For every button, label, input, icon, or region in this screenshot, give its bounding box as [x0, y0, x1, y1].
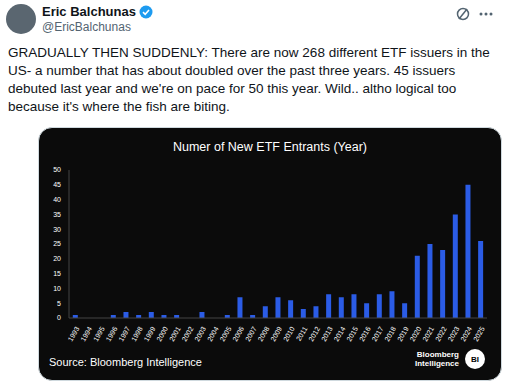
svg-text:2019: 2019 — [396, 325, 410, 342]
svg-text:2025: 2025 — [472, 325, 486, 342]
svg-text:2013: 2013 — [320, 325, 334, 342]
svg-text:2011: 2011 — [294, 325, 309, 342]
svg-text:1997: 1997 — [117, 325, 131, 342]
svg-text:30: 30 — [53, 226, 61, 233]
svg-text:2002: 2002 — [181, 325, 195, 342]
html-text:BI: BI — [471, 354, 479, 364]
svg-text:2024: 2024 — [459, 325, 473, 342]
svg-text:1994: 1994 — [79, 325, 93, 342]
svg-text:2012: 2012 — [307, 325, 321, 342]
html-text:@EricBalchunas: @EricBalchunas — [42, 20, 131, 34]
svg-text:2018: 2018 — [383, 325, 397, 342]
svg-text:0: 0 — [57, 314, 61, 321]
svg-text:1995: 1995 — [92, 325, 106, 342]
html-text:Eric Balchunas: Eric Balchunas — [42, 4, 136, 19]
svg-text:35: 35 — [53, 211, 61, 218]
svg-text:2023: 2023 — [447, 325, 461, 342]
svg-text:2017: 2017 — [371, 325, 385, 342]
svg-text:40: 40 — [53, 196, 61, 203]
svg-text:2016: 2016 — [358, 325, 372, 342]
svg-text:2010: 2010 — [282, 325, 296, 342]
svg-text:1993: 1993 — [67, 325, 81, 342]
svg-text:1999: 1999 — [143, 325, 157, 342]
svg-text:50: 50 — [53, 166, 61, 173]
svg-text:1998: 1998 — [130, 325, 144, 342]
svg-text:45: 45 — [53, 181, 61, 188]
html-text:Intelligence: Intelligence — [415, 359, 459, 368]
svg-text:2008: 2008 — [257, 325, 271, 342]
svg-text:1996: 1996 — [105, 325, 119, 342]
svg-text:2020: 2020 — [409, 325, 423, 342]
svg-text:10: 10 — [53, 285, 61, 292]
svg-text:2021: 2021 — [421, 325, 435, 342]
svg-text:2015: 2015 — [345, 325, 359, 342]
svg-text:5: 5 — [57, 300, 61, 307]
svg-text:2004: 2004 — [206, 325, 220, 342]
svg-text:25: 25 — [53, 240, 61, 247]
svg-text:2007: 2007 — [244, 325, 258, 342]
svg-text:2001: 2001 — [168, 325, 182, 342]
svg-text:2005: 2005 — [219, 325, 233, 342]
html-text:Bloomberg: Bloomberg — [416, 350, 459, 359]
svg-text:2006: 2006 — [231, 325, 245, 342]
svg-text:2003: 2003 — [193, 325, 207, 342]
svg-text:2014: 2014 — [333, 325, 347, 342]
html-text:Source: Bloomberg Intelligence: Source: Bloomberg Intelligence — [49, 356, 202, 368]
svg-text:2009: 2009 — [269, 325, 283, 342]
svg-text:15: 15 — [53, 270, 61, 277]
svg-text:2000: 2000 — [155, 325, 169, 342]
svg-text:2022: 2022 — [434, 325, 448, 342]
html-text:GRADUALLY THEN SUDDENLY: There: GRADUALLY THEN SUDDENLY: There are now 2… — [8, 45, 490, 114]
svg-text:20: 20 — [53, 255, 61, 262]
html-text:Numer of New ETF Entrants (Yea: Numer of New ETF Entrants (Year) — [173, 140, 367, 154]
